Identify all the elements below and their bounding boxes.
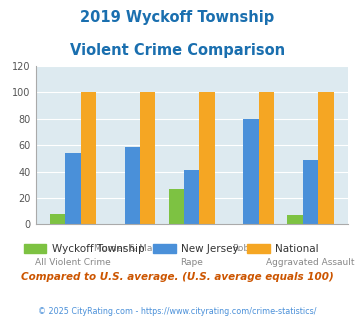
Text: Violent Crime Comparison: Violent Crime Comparison [70,43,285,58]
Bar [81,92,96,224]
Text: 2019 Wyckoff Township: 2019 Wyckoff Township [80,10,275,25]
Legend: Wyckoff Township, New Jersey, National: Wyckoff Township, New Jersey, National [20,240,323,258]
Bar [303,160,318,224]
Bar [244,119,259,224]
Text: © 2025 CityRating.com - https://www.cityrating.com/crime-statistics/: © 2025 CityRating.com - https://www.city… [38,307,317,316]
Bar [287,215,303,224]
Text: Compared to U.S. average. (U.S. average equals 100): Compared to U.S. average. (U.S. average … [21,272,334,282]
Bar [318,92,334,224]
Bar [200,92,215,224]
Text: Murder & Mans...: Murder & Mans... [94,244,171,253]
Text: All Violent Crime: All Violent Crime [35,258,111,267]
Bar [125,147,140,224]
Bar [140,92,155,224]
Text: Rape: Rape [180,258,203,267]
Bar [184,170,200,224]
Text: Robbery: Robbery [232,244,270,253]
Text: Aggravated Assault: Aggravated Assault [266,258,355,267]
Bar [65,153,81,224]
Bar [259,92,274,224]
Bar [169,189,184,224]
Bar [50,214,65,224]
